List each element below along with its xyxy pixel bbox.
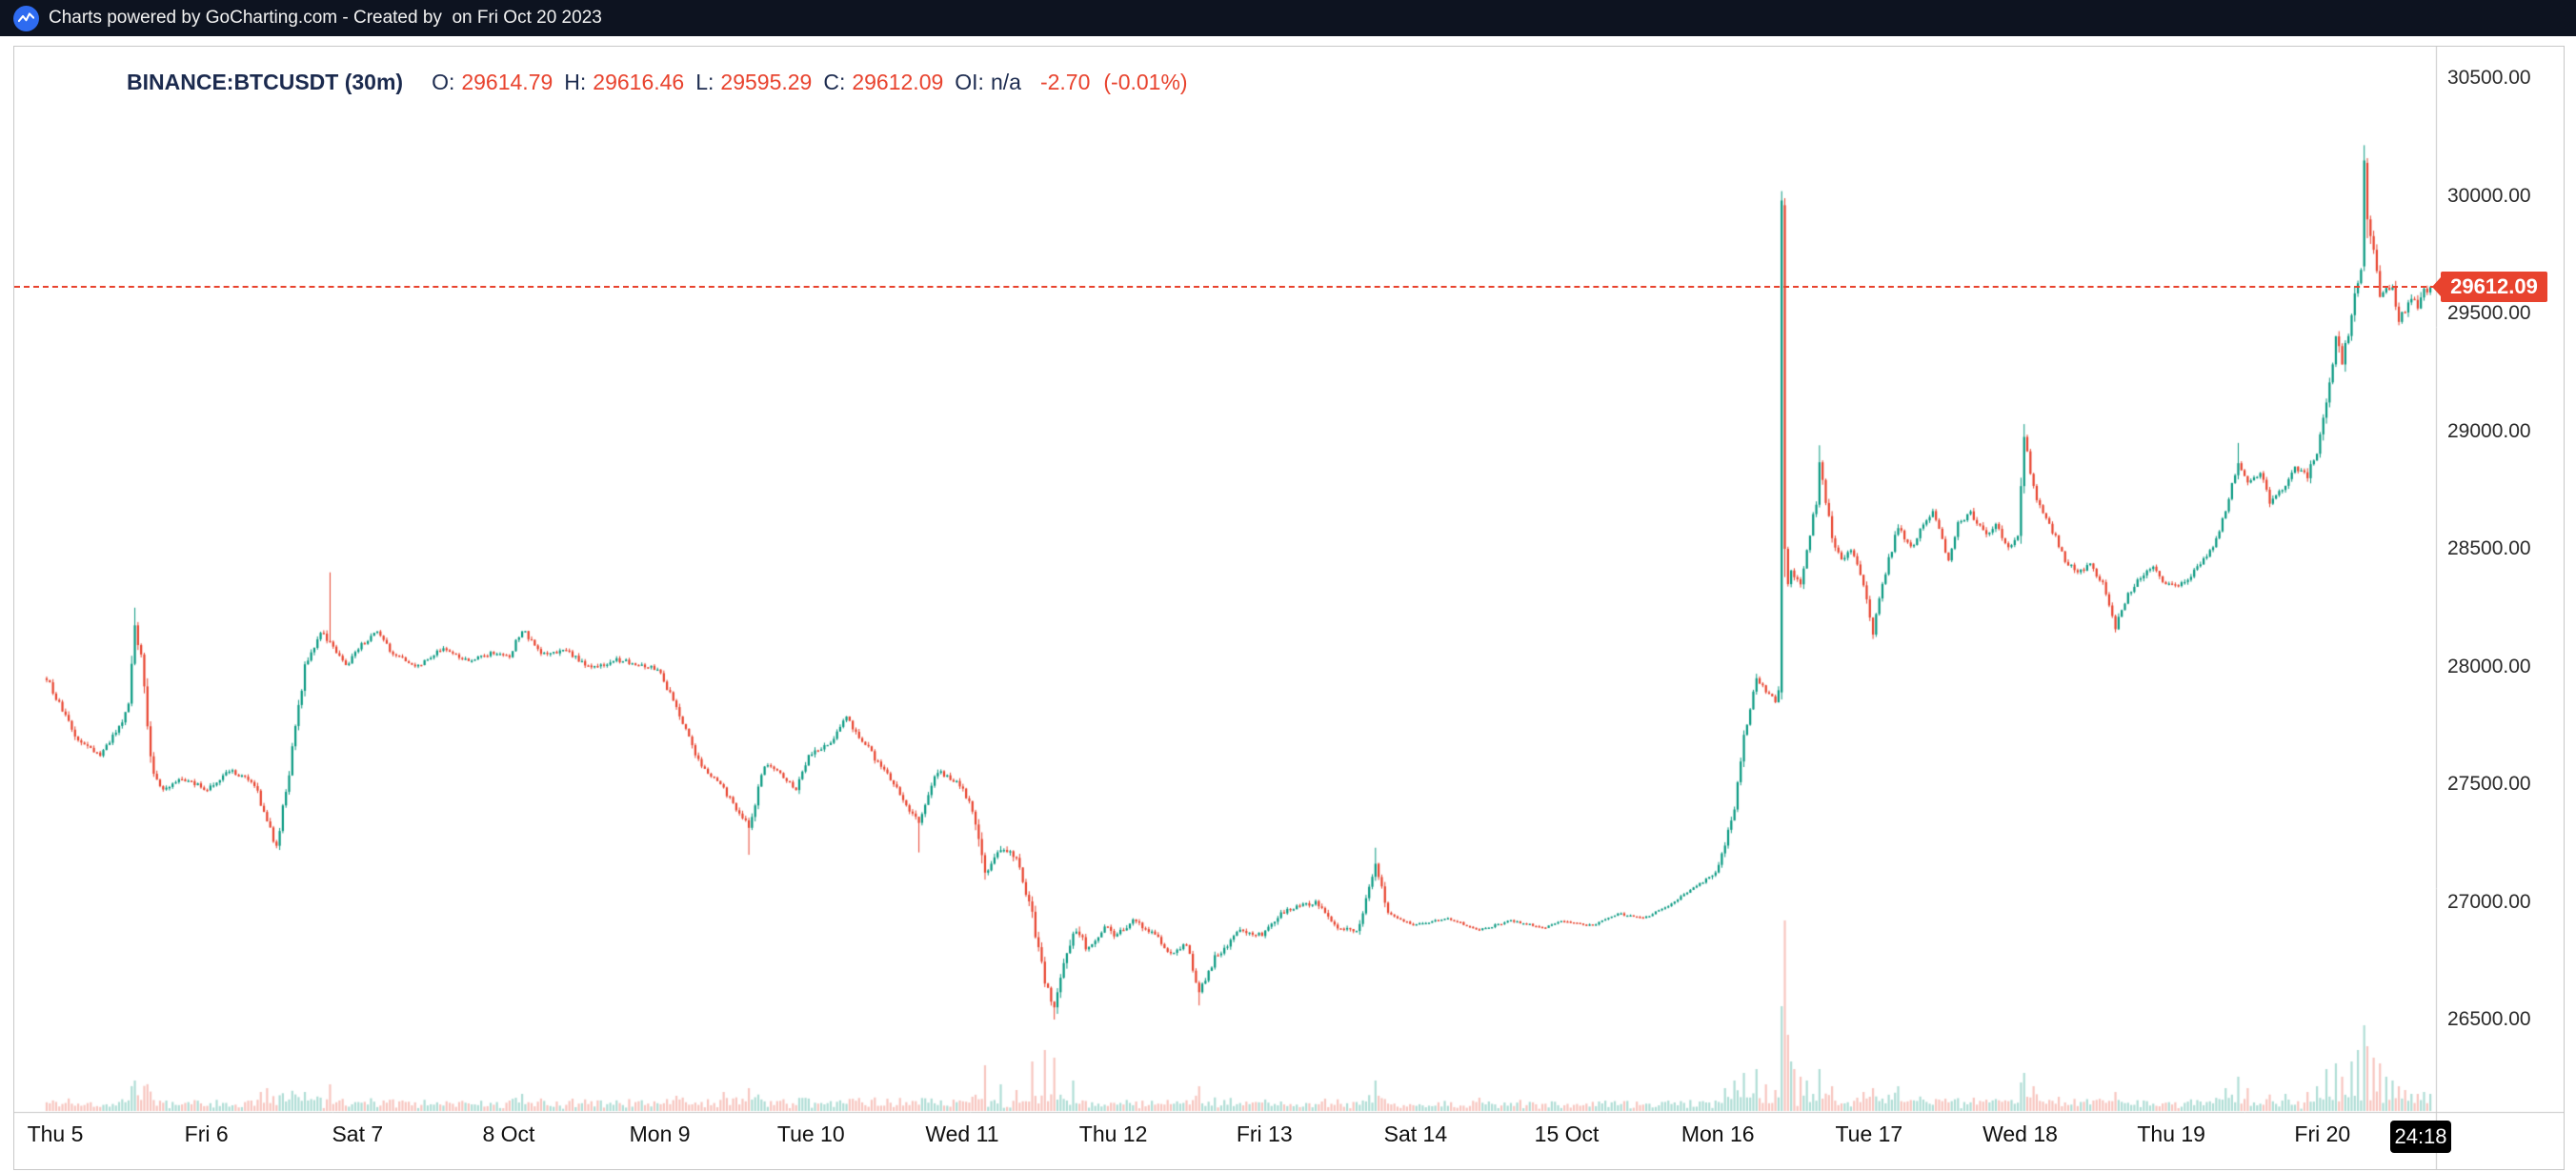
price-axis-label: 30000.00 <box>2447 184 2531 207</box>
time-axis-label: Tue 17 <box>1835 1121 1903 1146</box>
last-price-tag-value: 29612.09 <box>2450 274 2538 299</box>
price-axis-label: 28000.00 <box>2447 655 2531 677</box>
candlestick-canvas[interactable] <box>14 47 2564 1169</box>
time-axis-label: Wed 11 <box>925 1121 999 1146</box>
topbar-credit-text: Charts powered by GoCharting.com - Creat… <box>49 8 602 28</box>
time-axis-label: Fri 20 <box>2294 1121 2351 1146</box>
time-axis-label: Sat 7 <box>332 1121 384 1146</box>
time-axis-label: 15 Oct <box>1534 1121 1600 1146</box>
open-value: 29614.79 <box>461 70 553 94</box>
price-axis-label: 27000.00 <box>2447 890 2531 913</box>
time-axis-label: Mon 16 <box>1680 1121 1755 1146</box>
chart-frame: BINANCE:BTCUSDT (30m) O: 29614.79 H: 296… <box>13 46 2565 1170</box>
time-axis-label: Mon 9 <box>629 1121 691 1146</box>
open-label: O: <box>432 70 455 94</box>
time-axis-label: Tue 10 <box>776 1121 845 1146</box>
last-price-tag: 29612.09 <box>2432 272 2547 303</box>
high-label: H: <box>564 70 587 94</box>
gocharting-logo-icon <box>13 5 39 31</box>
price-axis-label: 28500.00 <box>2447 537 2531 559</box>
time-axis-label: Wed 18 <box>1982 1121 2058 1146</box>
low-label: L: <box>695 70 714 94</box>
low-value: 29595.29 <box>720 70 813 94</box>
symbol-title: BINANCE:BTCUSDT (30m) <box>127 70 404 94</box>
time-axis-label: Thu 12 <box>1078 1121 1148 1146</box>
price-axis-label: 27500.00 <box>2447 773 2531 795</box>
time-axis-label: Thu 5 <box>27 1121 84 1146</box>
time-axis-label: 8 Oct <box>482 1121 535 1146</box>
time-axis-label: Thu 19 <box>2137 1121 2205 1146</box>
close-value: 29612.09 <box>852 70 944 94</box>
price-axis-label: 29000.00 <box>2447 419 2531 442</box>
topbar: Charts powered by GoCharting.com - Creat… <box>0 0 2576 36</box>
price-axis-label: 29500.00 <box>2447 302 2531 324</box>
oi-label: OI: <box>955 70 984 94</box>
close-label: C: <box>823 70 846 94</box>
time-axis[interactable]: Thu 5 Fri 6 Sat 7 8 Oct Mon 9 Tue 10 Wed 11 Thu… <box>14 1113 2436 1169</box>
time-axis-label: Sat 14 <box>1383 1121 1448 1146</box>
time-axis-label: Fri 6 <box>184 1121 229 1146</box>
price-axis[interactable]: 30500.00 30000.00 29500.00 29000.00 28500.00… <box>2437 47 2564 1169</box>
time-axis-label: Fri 13 <box>1236 1121 1293 1146</box>
oi-value: n/a <box>990 70 1021 94</box>
last-price-line <box>14 286 2436 289</box>
high-value: 29616.46 <box>593 70 685 94</box>
change-percent: (-0.01%) <box>1103 70 1188 94</box>
change-value: -2.70 <box>1039 70 1091 94</box>
price-axis-label: 30500.00 <box>2447 67 2531 89</box>
legend: BINANCE:BTCUSDT (30m) O: 29614.79 H: 296… <box>127 70 1188 95</box>
price-axis-label: 26500.00 <box>2447 1008 2531 1030</box>
candle-countdown-badge: 24:18 <box>2390 1121 2451 1153</box>
